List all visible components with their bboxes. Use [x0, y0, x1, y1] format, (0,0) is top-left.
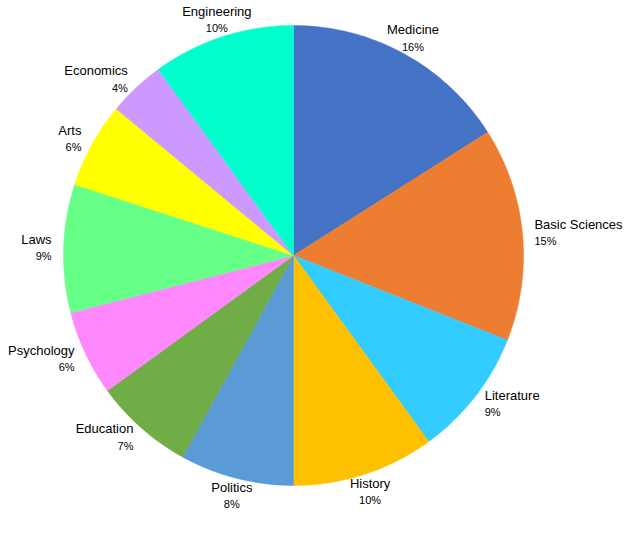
svg-text:4%: 4%: [112, 82, 128, 94]
svg-text:15%: 15%: [534, 235, 556, 247]
svg-text:6%: 6%: [59, 361, 75, 373]
svg-text:10%: 10%: [359, 494, 381, 506]
svg-text:Arts: Arts: [58, 123, 82, 138]
svg-text:Politics: Politics: [211, 480, 253, 495]
svg-text:9%: 9%: [485, 406, 501, 418]
svg-text:Economics: Economics: [64, 63, 128, 78]
svg-text:9%: 9%: [36, 250, 52, 262]
svg-text:10%: 10%: [206, 22, 228, 34]
svg-text:7%: 7%: [118, 440, 134, 452]
svg-text:8%: 8%: [224, 498, 240, 510]
svg-text:Medicine: Medicine: [387, 22, 439, 37]
svg-text:Engineering: Engineering: [182, 4, 251, 19]
svg-text:Psychology: Psychology: [8, 343, 75, 358]
svg-text:Basic Sciences: Basic Sciences: [534, 217, 623, 232]
svg-text:Literature: Literature: [485, 388, 540, 403]
svg-text:Laws: Laws: [21, 232, 52, 247]
svg-text:16%: 16%: [402, 41, 424, 53]
svg-text:History: History: [350, 476, 391, 491]
svg-text:Education: Education: [76, 421, 134, 436]
svg-text:6%: 6%: [66, 141, 82, 153]
